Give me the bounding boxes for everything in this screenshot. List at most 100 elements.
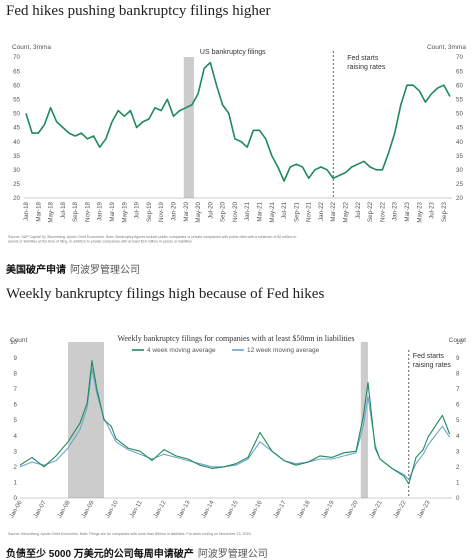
y-tick-left: 55 xyxy=(13,97,20,104)
x-tick-label: Mar-18 xyxy=(35,201,42,221)
x-tick-label: Mar-23 xyxy=(404,201,411,221)
x-tick-label: Nov-22 xyxy=(379,201,386,222)
x-tick-label: Jan-14 xyxy=(200,499,216,519)
chart-title-monthly: Fed hikes pushing bankruptcy filings hig… xyxy=(6,3,271,19)
y-tick-left: 7 xyxy=(14,386,18,393)
x-tick-label: Jul-21 xyxy=(281,201,288,218)
y-tick-left: 70 xyxy=(13,54,20,61)
y-tick-right: 65 xyxy=(456,68,463,75)
y-axis-label-left: Count, 3mma xyxy=(12,44,51,51)
y-axis-label-left: Count xyxy=(10,337,28,344)
y-tick-right: 20 xyxy=(456,195,463,202)
annotation-series-label: US bankruptcy filings xyxy=(200,49,266,56)
x-tick-label: Sep-20 xyxy=(220,201,227,222)
x-tick-label: Jan-18 xyxy=(23,201,30,220)
y-tick-right: 7 xyxy=(456,386,460,393)
y-tick-right: 3 xyxy=(456,448,460,455)
y-tick-right: 4 xyxy=(456,433,460,440)
y-tick-right: 2 xyxy=(456,464,460,471)
x-tick-label: May-19 xyxy=(121,201,128,222)
x-tick-label: Mar-19 xyxy=(109,201,116,221)
x-tick-label: Jul-23 xyxy=(429,201,436,218)
x-tick-label: Nov-19 xyxy=(158,201,165,222)
y-tick-right: 25 xyxy=(456,181,463,188)
chart-inner-title: Weekly bankruptcy filings for companies … xyxy=(117,334,354,343)
chart-monthly-svg: Count, 3mma Count, 3mma 20 20 25 25 30 30 35 35 40… xyxy=(8,44,466,244)
y-tick-left: 20 xyxy=(13,195,20,202)
y-tick-right: 70 xyxy=(456,54,463,61)
series-line-4wk-ma xyxy=(19,360,451,485)
x-tick-label: Jan-17 xyxy=(272,499,288,519)
x-tick-label: Jan-12 xyxy=(152,499,168,519)
x-tick-label: Jan-09 xyxy=(80,499,96,519)
x-tick-label: Sep-21 xyxy=(293,201,300,222)
x-tick-label: Jan-23 xyxy=(392,201,399,220)
x-tick-label: May-23 xyxy=(416,201,423,222)
x-tick-label: Jan-22 xyxy=(318,201,325,220)
y-tick-left: 0 xyxy=(14,495,18,502)
y-tick-right: 8 xyxy=(456,370,460,377)
recession-shade xyxy=(183,57,194,198)
x-tick-label: Jan-21 xyxy=(244,201,251,220)
annotation-fed-line2: raising rates xyxy=(413,362,452,369)
x-tick-label: May-21 xyxy=(269,201,276,222)
x-tick-label: Jan-19 xyxy=(320,499,336,519)
x-tick-label: Nov-20 xyxy=(232,201,239,222)
x-tick-label: May-22 xyxy=(343,201,350,222)
x-tick-label: Jul-20 xyxy=(207,201,214,218)
y-tick-left: 50 xyxy=(13,111,20,118)
chart-footnote-weekly: Source: Bloomberg, Apollo Chief Economis… xyxy=(8,532,252,536)
y-tick-right: 6 xyxy=(456,402,460,409)
recession-shade xyxy=(68,342,104,498)
caption-bottom: 负债至少 5000 万美元的公司每周申请破产 阿波罗管理公司 xyxy=(6,545,268,560)
x-tick-label: Mar-22 xyxy=(330,201,337,221)
x-tick-label: Jan-22 xyxy=(392,499,408,519)
x-tick-label: Jan-06 xyxy=(8,499,24,519)
x-tick-label: Jan-08 xyxy=(56,499,72,519)
y-tick-left: 4 xyxy=(14,433,18,440)
annotation-fed-line2: raising rates xyxy=(347,64,386,71)
x-tick-label: Jan-23 xyxy=(416,499,432,519)
x-tick-label: Jan-11 xyxy=(128,499,144,519)
y-tick-right: 55 xyxy=(456,97,463,104)
y-tick-right: 45 xyxy=(456,125,463,132)
series-line-bankruptcy-filings xyxy=(25,61,451,182)
x-tick-label: Mar-20 xyxy=(183,201,190,221)
x-tick-label: Sep-22 xyxy=(367,201,374,222)
x-tick-label: Jan-07 xyxy=(32,499,48,519)
y-tick-left: 3 xyxy=(14,448,18,455)
y-axis-label-right: Count, 3mma xyxy=(427,44,466,51)
x-tick-label: Jan-21 xyxy=(368,499,384,519)
y-axis-label-right: Count xyxy=(449,337,467,344)
y-tick-left: 10 xyxy=(10,339,17,346)
y-tick-left: 9 xyxy=(14,355,18,362)
caption-top-main: 美国破产申请 xyxy=(6,265,66,276)
y-tick-right: 50 xyxy=(456,111,463,118)
x-tick-label: Mar-21 xyxy=(257,201,264,221)
chart-title-weekly: Weekly bankruptcy filings high because o… xyxy=(6,286,325,302)
y-tick-left: 60 xyxy=(13,82,20,89)
x-tick-label: Jan-20 xyxy=(344,499,360,519)
x-tick-label: Sep-18 xyxy=(72,201,79,222)
x-tick-label: Sep-23 xyxy=(441,201,448,222)
y-tick-right: 5 xyxy=(456,417,460,424)
y-tick-right: 1 xyxy=(456,480,460,487)
y-tick-right: 9 xyxy=(456,355,460,362)
x-tick-label: Jan-15 xyxy=(224,499,240,519)
x-tick-label: Jul-22 xyxy=(355,201,362,218)
y-tick-left: 1 xyxy=(14,480,18,487)
x-tick-label: Sep-19 xyxy=(146,201,153,222)
y-tick-left: 35 xyxy=(13,153,20,160)
legend-label: 12 week moving average xyxy=(247,347,320,354)
x-tick-label: May-20 xyxy=(195,201,202,222)
x-tick-label: Jan-19 xyxy=(97,201,104,220)
y-tick-right: 30 xyxy=(456,167,463,174)
caption-top-source: 阿波罗管理公司 xyxy=(70,265,140,276)
y-tick-left: 5 xyxy=(14,417,18,424)
annotation-fed-line1: Fed starts xyxy=(347,55,379,62)
chart-panel-weekly: Weekly bankruptcy filings high because o… xyxy=(0,280,474,542)
annotation-fed-line1: Fed starts xyxy=(413,353,445,360)
caption-bottom-main: 负债至少 5000 万美元的公司每周申请破产 xyxy=(6,549,194,560)
x-tick-label: Jan-10 xyxy=(104,499,120,519)
y-tick-left: 25 xyxy=(13,181,20,188)
